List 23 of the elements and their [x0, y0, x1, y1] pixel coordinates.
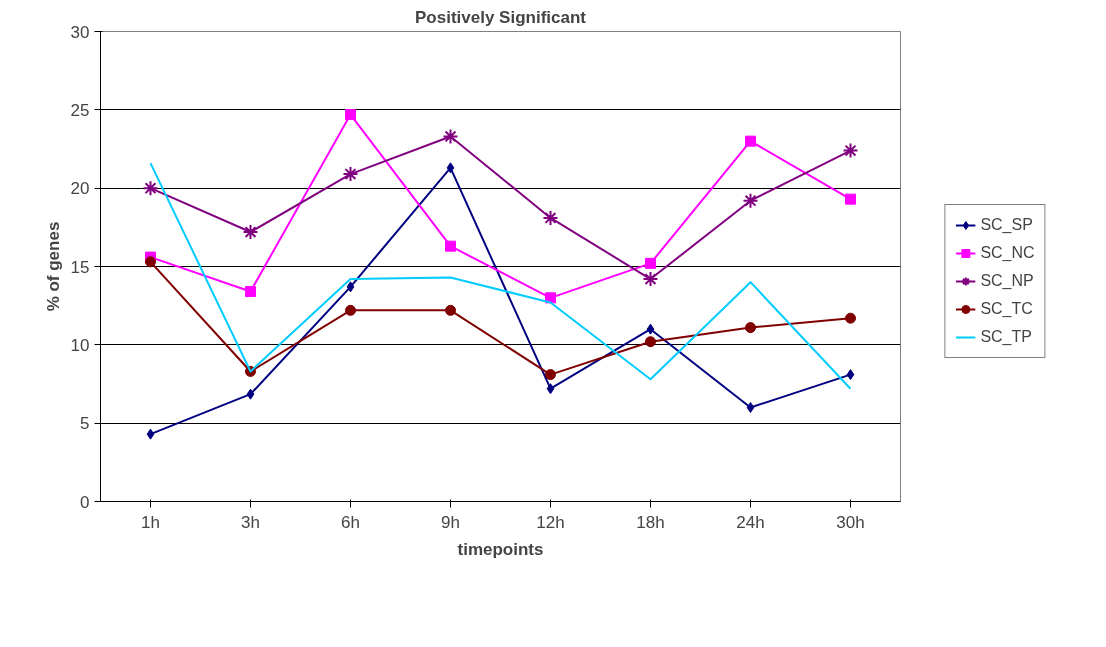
x-tick-label: 1h: [141, 512, 160, 532]
x-tick-label: 18h: [636, 512, 665, 532]
legend-label: SC_TP: [980, 327, 1032, 346]
y-tick-label: 15: [70, 257, 90, 277]
x-tick-label: 24h: [736, 512, 765, 532]
y-tick-label: 25: [70, 100, 90, 120]
legend-label: SC_NC: [980, 243, 1035, 262]
x-tick-label: 3h: [241, 512, 260, 532]
x-tick-label: 9h: [441, 512, 460, 532]
legend-label: SC_NP: [980, 271, 1034, 290]
y-tick-label: 5: [80, 414, 90, 434]
y-tick-label: 10: [70, 335, 90, 355]
y-tick-label: 20: [70, 179, 90, 199]
x-tick-label: 30h: [836, 512, 865, 532]
legend-label: SC_TC: [980, 299, 1033, 318]
x-tick-label: 6h: [341, 512, 360, 532]
chart-title: Positively Significant: [415, 7, 587, 27]
y-tick-label: 0: [80, 492, 90, 512]
legend-label: SC_SP: [980, 215, 1033, 234]
x-axis-title: timepoints: [457, 539, 544, 559]
y-axis-title: % of genes: [43, 221, 63, 312]
x-tick-label: 12h: [536, 512, 565, 532]
y-tick-label: 30: [70, 22, 90, 42]
